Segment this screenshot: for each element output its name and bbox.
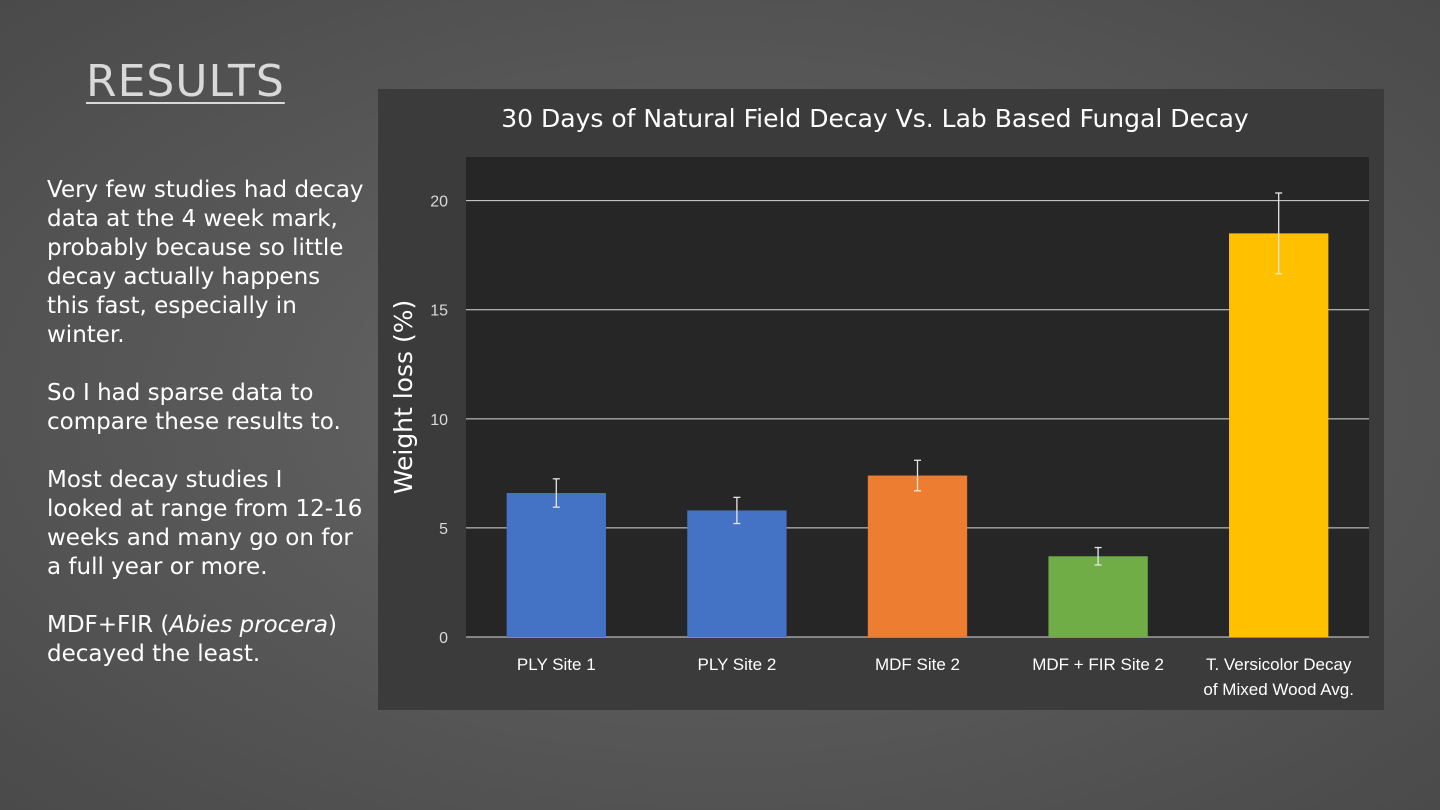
paragraph-text: Very few studies had decay data at the 4…: [47, 177, 364, 348]
y-tick-label: 15: [430, 303, 448, 320]
x-tick-label: of Mixed Wood Avg.: [1203, 680, 1354, 699]
body-paragraph: Most decay studies I looked at range fro…: [47, 466, 365, 582]
species-name: Abies procera: [169, 612, 328, 638]
body-paragraph: MDF+FIR (Abies procera) decayed the leas…: [47, 611, 365, 669]
paragraph-text: MDF+FIR (: [47, 612, 170, 638]
bar: [1048, 556, 1148, 637]
body-paragraph: So I had sparse data to compare these re…: [47, 379, 365, 437]
x-tick-label: PLY Site 1: [517, 655, 596, 674]
y-tick-label: 10: [430, 412, 448, 429]
x-tick-label: T. Versicolor Decay: [1206, 655, 1352, 674]
body-text: Very few studies had decay data at the 4…: [47, 176, 365, 698]
bar-chart: 30 Days of Natural Field Decay Vs. Lab B…: [389, 104, 1369, 699]
y-tick-label: 20: [430, 194, 448, 211]
y-tick-label: 0: [439, 630, 448, 647]
paragraph-text: Most decay studies I looked at range fro…: [47, 467, 363, 580]
x-tick-label: MDF + FIR Site 2: [1032, 655, 1164, 674]
x-tick-label: MDF Site 2: [875, 655, 960, 674]
y-tick-label: 5: [439, 521, 448, 538]
body-paragraph: Very few studies had decay data at the 4…: [47, 176, 365, 350]
y-axis-label: Weight loss (%): [389, 300, 418, 495]
bar: [1229, 233, 1329, 637]
paragraph-text: So I had sparse data to compare these re…: [47, 380, 341, 435]
chart-panel: 30 Days of Natural Field Decay Vs. Lab B…: [378, 89, 1384, 710]
bar: [687, 510, 787, 637]
x-tick-label: PLY Site 2: [698, 655, 777, 674]
paragraph-text: ) decayed the least.: [47, 612, 337, 667]
chart-title: 30 Days of Natural Field Decay Vs. Lab B…: [501, 104, 1249, 133]
slide-title: RESULTS: [86, 56, 285, 107]
bar: [867, 475, 968, 637]
bar: [506, 493, 606, 637]
